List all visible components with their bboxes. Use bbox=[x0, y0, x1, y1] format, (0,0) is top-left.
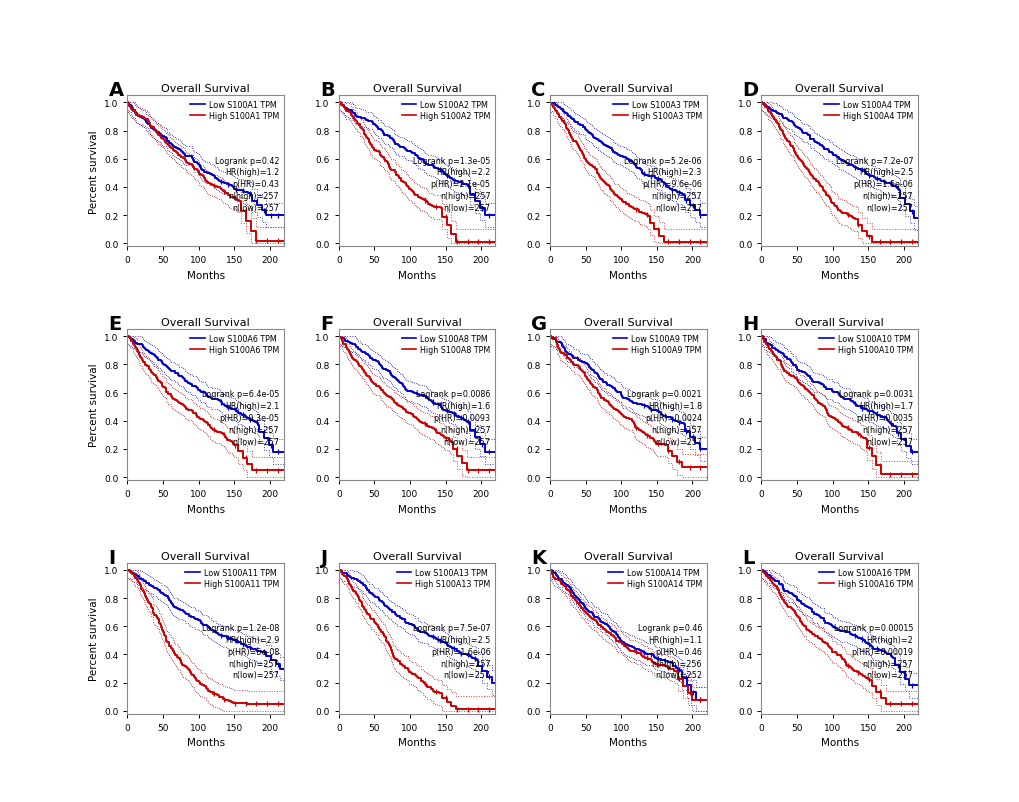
Text: Logrank p=1.3e-05
HR(high)=2.2
p(HR)=2.1e-05
n(high)=257
n(low)=257: Logrank p=1.3e-05 HR(high)=2.2 p(HR)=2.1… bbox=[413, 156, 490, 213]
Title: Overall Survival: Overall Survival bbox=[584, 551, 673, 561]
Legend: Low S100A8 TPM, High S100A8 TPM: Low S100A8 TPM, High S100A8 TPM bbox=[398, 332, 492, 357]
Text: F: F bbox=[320, 314, 333, 334]
Title: Overall Survival: Overall Survival bbox=[795, 551, 883, 561]
Title: Overall Survival: Overall Survival bbox=[372, 84, 461, 94]
Title: Overall Survival: Overall Survival bbox=[584, 318, 673, 327]
Text: I: I bbox=[109, 548, 116, 567]
Legend: Low S100A1 TPM, High S100A1 TPM: Low S100A1 TPM, High S100A1 TPM bbox=[187, 99, 281, 124]
X-axis label: Months: Months bbox=[608, 504, 647, 514]
Text: Logrank p=7.2e-07
HR(high)=2.5
p(HR)=1.6e-06
n(high)=257
n(low)=257: Logrank p=7.2e-07 HR(high)=2.5 p(HR)=1.6… bbox=[835, 156, 912, 213]
Text: B: B bbox=[320, 81, 334, 100]
Title: Overall Survival: Overall Survival bbox=[161, 318, 250, 327]
Text: Logrank p=5.2e-06
HR(high)=2.3
p(HR)=9.6e-06
n(high)=257
n(low)=257: Logrank p=5.2e-06 HR(high)=2.3 p(HR)=9.6… bbox=[624, 156, 701, 213]
Legend: Low S100A10 TPM, High S100A10 TPM: Low S100A10 TPM, High S100A10 TPM bbox=[816, 332, 915, 357]
Text: D: D bbox=[742, 81, 758, 100]
X-axis label: Months: Months bbox=[186, 504, 224, 514]
Text: C: C bbox=[531, 81, 545, 100]
Text: Logrank p=0.00015
HR(high)=2
p(HR)=0.00019
n(high)=257
n(low)=257: Logrank p=0.00015 HR(high)=2 p(HR)=0.000… bbox=[833, 623, 912, 679]
Title: Overall Survival: Overall Survival bbox=[161, 84, 250, 94]
Text: Logrank p=0.0086
HR(high)=1.6
p(HR)=0.0093
n(high)=257
n(low)=257: Logrank p=0.0086 HR(high)=1.6 p(HR)=0.00… bbox=[416, 390, 490, 446]
Text: Logrank p=0.0031
HR(high)=1.7
p(HR)=0.0035
n(high)=257
n(low)=257: Logrank p=0.0031 HR(high)=1.7 p(HR)=0.00… bbox=[838, 390, 912, 446]
Title: Overall Survival: Overall Survival bbox=[795, 84, 883, 94]
Text: L: L bbox=[742, 548, 754, 567]
X-axis label: Months: Months bbox=[397, 737, 436, 747]
Title: Overall Survival: Overall Survival bbox=[372, 318, 461, 327]
Legend: Low S100A3 TPM, High S100A3 TPM: Low S100A3 TPM, High S100A3 TPM bbox=[610, 99, 703, 124]
Legend: Low S100A14 TPM, High S100A14 TPM: Low S100A14 TPM, High S100A14 TPM bbox=[605, 565, 703, 590]
Title: Overall Survival: Overall Survival bbox=[584, 84, 673, 94]
Text: Logrank p=6.4e-05
HR(high)=2.1
p(HR)=9.3e-05
n(high)=257
n(low)=257: Logrank p=6.4e-05 HR(high)=2.1 p(HR)=9.3… bbox=[202, 390, 279, 446]
Text: H: H bbox=[742, 314, 758, 334]
Text: Logrank p=0.0021
HR(high)=1.8
p(HR)=0.0024
n(high)=257
n(low)=257: Logrank p=0.0021 HR(high)=1.8 p(HR)=0.00… bbox=[627, 390, 701, 446]
Y-axis label: Percent survival: Percent survival bbox=[89, 130, 99, 213]
Legend: Low S100A13 TPM, High S100A13 TPM: Low S100A13 TPM, High S100A13 TPM bbox=[394, 565, 492, 590]
Text: Logrank p=0.46
HR(high)=1.1
p(HR)=0.46
n(high)=256
n(low)=252: Logrank p=0.46 HR(high)=1.1 p(HR)=0.46 n… bbox=[637, 623, 701, 679]
X-axis label: Months: Months bbox=[397, 270, 436, 281]
X-axis label: Months: Months bbox=[608, 737, 647, 747]
Text: J: J bbox=[320, 548, 327, 567]
Legend: Low S100A16 TPM, High S100A16 TPM: Low S100A16 TPM, High S100A16 TPM bbox=[816, 565, 915, 590]
X-axis label: Months: Months bbox=[820, 270, 858, 281]
Y-axis label: Percent survival: Percent survival bbox=[89, 597, 99, 680]
Y-axis label: Percent survival: Percent survival bbox=[89, 363, 99, 447]
X-axis label: Months: Months bbox=[608, 270, 647, 281]
Legend: Low S100A2 TPM, High S100A2 TPM: Low S100A2 TPM, High S100A2 TPM bbox=[398, 99, 492, 124]
Text: A: A bbox=[109, 81, 123, 100]
Text: G: G bbox=[531, 314, 547, 334]
Text: Logrank p=7.5e-07
HR(high)=2.5
p(HR)=1.6e-06
n(high)=257
n(low)=257: Logrank p=7.5e-07 HR(high)=2.5 p(HR)=1.6… bbox=[413, 623, 490, 679]
Text: Logrank p=1.2e-08
HR(high)=2.9
p(HR)=5e-08
n(high)=257
n(low)=257: Logrank p=1.2e-08 HR(high)=2.9 p(HR)=5e-… bbox=[202, 623, 279, 679]
X-axis label: Months: Months bbox=[820, 737, 858, 747]
X-axis label: Months: Months bbox=[186, 737, 224, 747]
X-axis label: Months: Months bbox=[186, 270, 224, 281]
X-axis label: Months: Months bbox=[820, 504, 858, 514]
Text: K: K bbox=[531, 548, 546, 567]
Title: Overall Survival: Overall Survival bbox=[161, 551, 250, 561]
Text: E: E bbox=[109, 314, 122, 334]
X-axis label: Months: Months bbox=[397, 504, 436, 514]
Legend: Low S100A11 TPM, High S100A11 TPM: Low S100A11 TPM, High S100A11 TPM bbox=[182, 565, 281, 590]
Legend: Low S100A6 TPM, High S100A6 TPM: Low S100A6 TPM, High S100A6 TPM bbox=[187, 332, 281, 357]
Legend: Low S100A4 TPM, High S100A4 TPM: Low S100A4 TPM, High S100A4 TPM bbox=[821, 99, 915, 124]
Title: Overall Survival: Overall Survival bbox=[372, 551, 461, 561]
Legend: Low S100A9 TPM, High S100A9 TPM: Low S100A9 TPM, High S100A9 TPM bbox=[610, 332, 703, 357]
Title: Overall Survival: Overall Survival bbox=[795, 318, 883, 327]
Text: Logrank p=0.42
HR(high)=1.2
p(HR)=0.43
n(high)=257
n(low)=257: Logrank p=0.42 HR(high)=1.2 p(HR)=0.43 n… bbox=[215, 156, 279, 213]
